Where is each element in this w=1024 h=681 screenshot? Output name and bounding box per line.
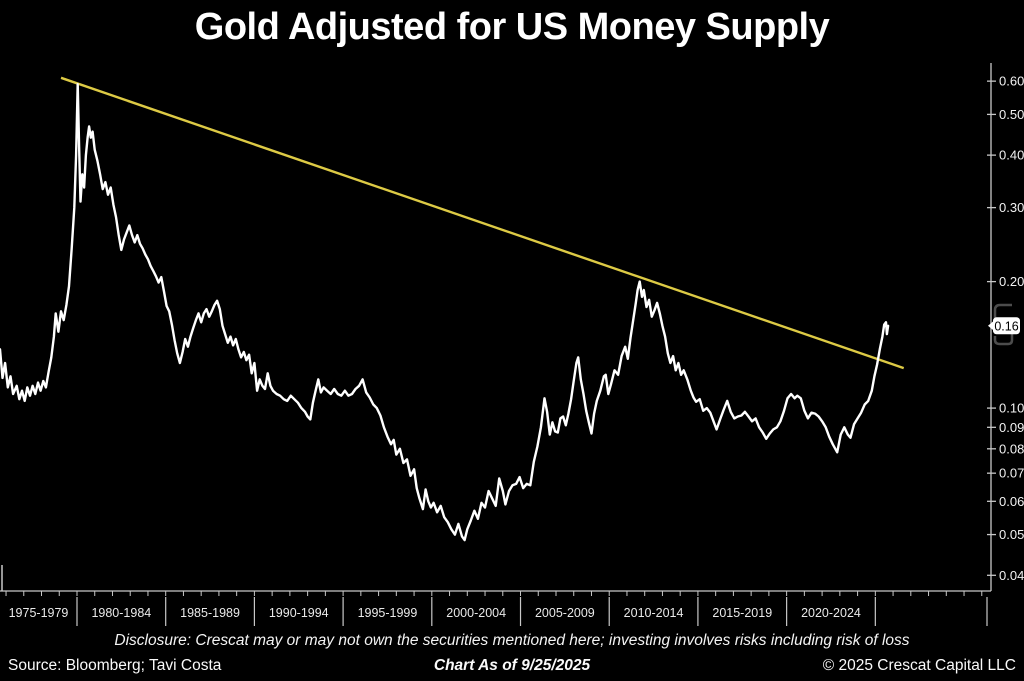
watermark-logo: [993, 303, 1014, 346]
x-band-label: 2010-2014: [624, 606, 684, 620]
y-tick-label: 0.07: [999, 466, 1024, 481]
x-band-label: 1980-1984: [91, 606, 151, 620]
y-tick-label: 0.60: [999, 74, 1024, 89]
footer-bar: Source: Bloomberg; Tavi Costa Chart As o…: [0, 652, 1024, 681]
y-tick-label: 0.08: [999, 441, 1024, 456]
as-of-text: Chart As of 9/25/2025: [433, 657, 591, 674]
y-tick-label: 0.50: [999, 107, 1024, 122]
y-tick-label: 0.06: [999, 494, 1024, 509]
y-tick-label: 0.09: [999, 420, 1024, 435]
x-band-label: 2005-2009: [535, 606, 595, 620]
y-tick-label: 0.30: [999, 200, 1024, 215]
y-tick-label: 0.10: [999, 401, 1024, 416]
x-band-label: 1985-1989: [180, 606, 240, 620]
trendline: [60, 76, 905, 370]
x-band-label: 1975-1979: [9, 606, 69, 620]
disclosure-text: Disclosure: Crescat may or may not own t…: [114, 632, 910, 649]
y-tick-label: 0.04: [999, 568, 1024, 583]
last-price-pointer: [988, 320, 995, 332]
source-text: Source: Bloomberg; Tavi Costa: [8, 657, 222, 674]
y-tick-label: 0.05: [999, 527, 1024, 542]
last-price-label: 0.16: [994, 319, 1018, 333]
x-band-label: 1995-1999: [358, 606, 418, 620]
x-band-label: 1990-1994: [269, 606, 329, 620]
x-band-label: 2020-2024: [801, 606, 861, 620]
price-line: [0, 82, 890, 542]
copyright-text: © 2025 Crescat Capital LLC: [822, 657, 1016, 674]
x-band-label: 2015-2019: [712, 606, 772, 620]
chart-svg: 0.60 0.50 0.40 0.30 0.20 0.10 0.09 0.08 0.07 0.06…: [0, 63, 1024, 626]
y-tick-label: 0.20: [999, 274, 1024, 289]
y-tick-label: 0.40: [999, 148, 1024, 163]
last-price-badge: [993, 317, 1020, 335]
chart-title: Gold Adjusted for US Money Supply: [194, 6, 830, 48]
x-band-label: 2000-2004: [446, 606, 506, 620]
